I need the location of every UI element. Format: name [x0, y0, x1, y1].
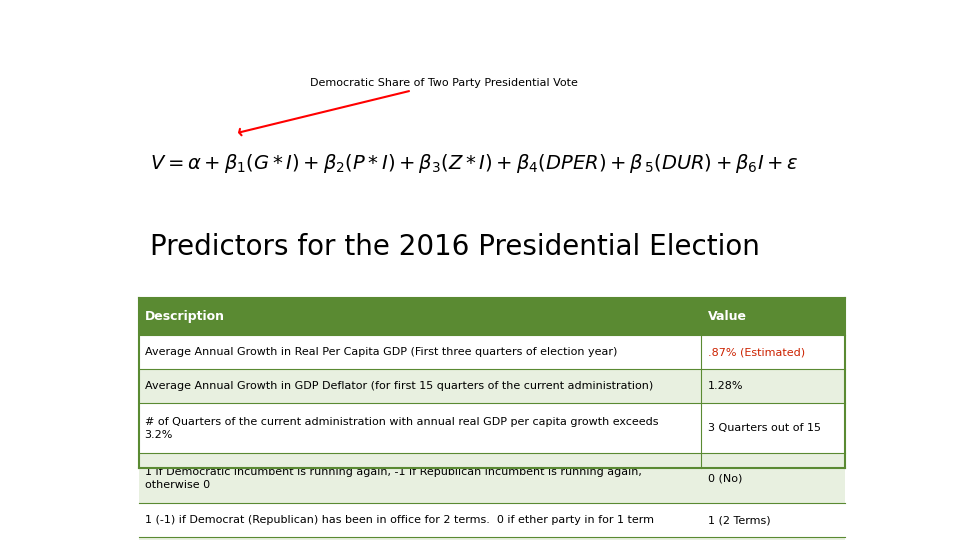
Bar: [138, 453, 846, 503]
Text: 0 (No): 0 (No): [708, 473, 742, 483]
Text: # of Quarters of the current administration with annual real GDP per capita grow: # of Quarters of the current administrat…: [145, 416, 658, 440]
Bar: [138, 403, 846, 453]
Text: Predictors for the 2016 Presidential Election: Predictors for the 2016 Presidential Ele…: [150, 233, 759, 261]
Text: $V = \alpha + \beta_1(G*I) + \beta_2(P*I) + \beta_3(Z*I) + \beta_4(DPER) + \beta: $V = \alpha + \beta_1(G*I) + \beta_2(P*I…: [150, 152, 799, 175]
Text: Average Annual Growth in Real Per Capita GDP (First three quarters of election y: Average Annual Growth in Real Per Capita…: [145, 347, 617, 357]
Text: 1 (-1) if Democrat (Republican) has been in office for 2 terms.  0 if ether part: 1 (-1) if Democrat (Republican) has been…: [145, 515, 654, 525]
Text: Description: Description: [145, 310, 225, 323]
Text: Value: Value: [708, 310, 747, 323]
Text: .87% (Estimated): .87% (Estimated): [708, 347, 805, 357]
Text: Average Annual Growth in GDP Deflator (for first 15 quarters of the current admi: Average Annual Growth in GDP Deflator (f…: [145, 381, 653, 391]
Bar: [138, 369, 846, 403]
Bar: [138, 503, 846, 537]
Bar: [138, 298, 846, 335]
Bar: [138, 335, 846, 369]
Bar: [138, 537, 846, 540]
Text: 1 (2 Terms): 1 (2 Terms): [708, 515, 771, 525]
Text: 3 Quarters out of 15: 3 Quarters out of 15: [708, 423, 821, 433]
Text: 1.28%: 1.28%: [708, 381, 743, 391]
Text: 1 if Democratic incumbent is running again, -1 if Republican incumbent is runnin: 1 if Democratic incumbent is running aga…: [145, 467, 641, 490]
Text: Democratic Share of Two Party Presidential Vote: Democratic Share of Two Party Presidenti…: [239, 78, 578, 136]
